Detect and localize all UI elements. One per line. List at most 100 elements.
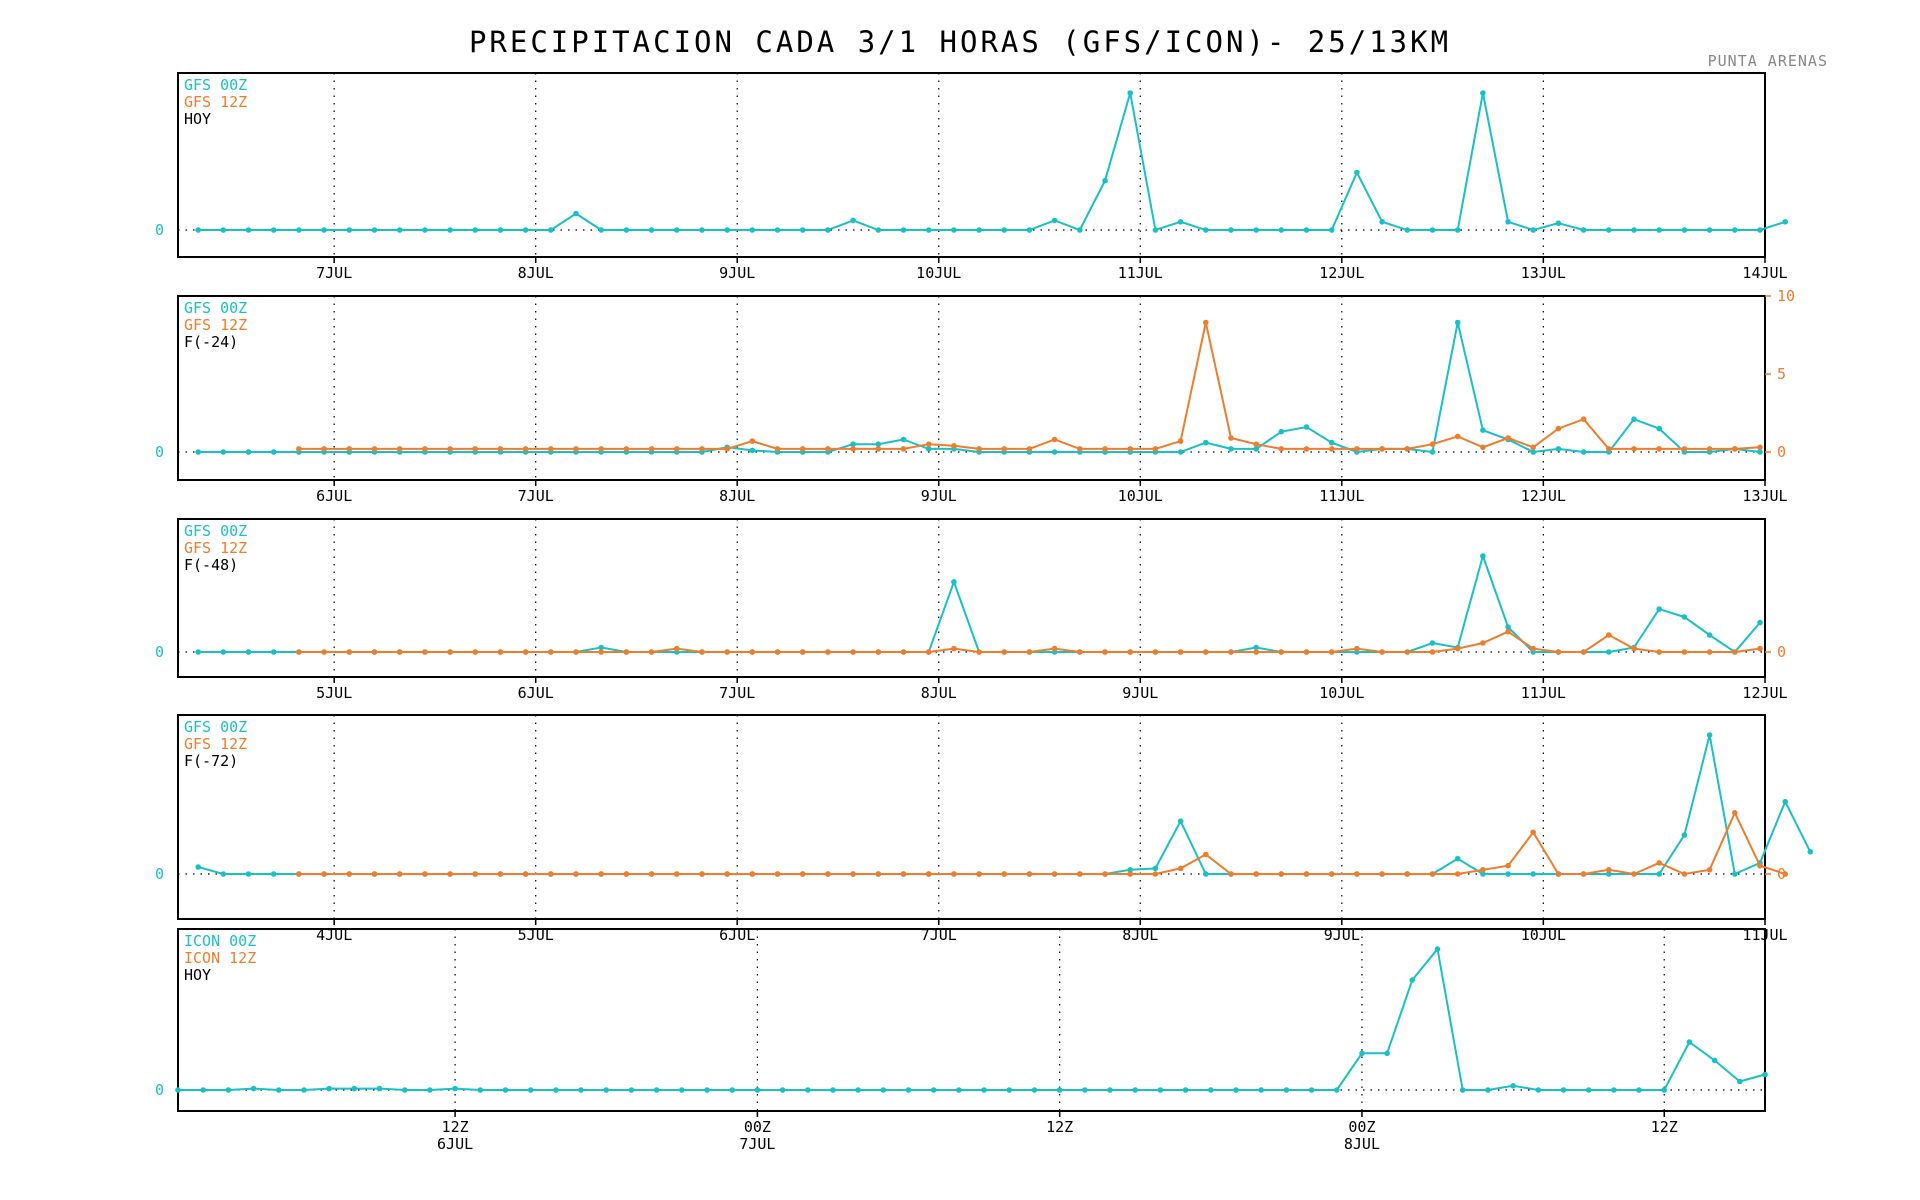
data-point	[1454, 871, 1461, 877]
data-point	[1303, 424, 1310, 430]
data-point	[1454, 855, 1461, 862]
data-point	[1056, 1087, 1063, 1093]
data-point	[1631, 227, 1637, 233]
data-point	[321, 649, 327, 655]
data-point	[1631, 446, 1637, 452]
data-point	[1656, 649, 1662, 655]
data-point	[301, 1087, 307, 1093]
data-point	[447, 649, 453, 655]
x-tick-label: 8JUL	[518, 264, 554, 282]
data-point	[1127, 867, 1133, 873]
data-point	[779, 1087, 786, 1093]
data-point	[1182, 1087, 1189, 1093]
data-point	[598, 871, 604, 877]
data-point	[346, 227, 353, 233]
data-point	[1278, 446, 1285, 452]
data-point	[472, 649, 479, 655]
data-point	[951, 227, 957, 233]
data-point	[472, 871, 479, 877]
data-point	[623, 227, 630, 233]
legend-entry: GFS 00Z	[184, 718, 247, 736]
data-point	[925, 649, 932, 655]
y-tick-label-right: 5	[1777, 365, 1786, 383]
data-point	[296, 227, 302, 233]
data-point	[245, 649, 252, 655]
data-point	[1681, 227, 1688, 233]
data-point	[598, 227, 604, 233]
x-tick-label: 5JUL	[518, 926, 554, 944]
y-tick-label-right: 10	[1777, 287, 1795, 305]
data-point	[1434, 946, 1441, 952]
data-point	[220, 227, 227, 233]
data-point	[830, 1087, 836, 1093]
data-point	[623, 649, 630, 655]
x-tick-label: 12JUL	[1521, 487, 1566, 505]
data-point	[321, 227, 327, 233]
data-point	[825, 446, 831, 452]
data-point	[396, 446, 403, 452]
data-point	[200, 1087, 206, 1093]
data-point	[1253, 446, 1259, 452]
data-point	[1480, 553, 1486, 559]
y-tick-label-left: 0	[155, 1081, 164, 1099]
series-line-a	[178, 946, 1766, 1091]
y-tick-label-left: 0	[155, 865, 164, 883]
data-point	[905, 1087, 912, 1093]
data-point	[976, 446, 982, 452]
data-point	[674, 871, 680, 877]
data-point	[699, 871, 705, 877]
data-point	[1253, 644, 1259, 651]
data-point	[376, 1085, 383, 1092]
data-point	[1283, 1087, 1290, 1093]
x-tick-label-date: 6JUL	[437, 1135, 473, 1153]
data-point	[245, 871, 252, 877]
data-point	[573, 649, 579, 655]
data-point	[1001, 446, 1007, 452]
data-point	[1429, 449, 1436, 455]
data-point	[573, 210, 579, 217]
x-tick-label: 9JUL	[921, 487, 957, 505]
data-point	[1354, 169, 1360, 176]
data-point	[346, 649, 353, 655]
data-point	[598, 446, 604, 452]
data-point	[1102, 177, 1108, 184]
x-tick-label: 14JUL	[1742, 264, 1787, 282]
data-point	[1555, 220, 1562, 226]
data-point	[1152, 865, 1159, 872]
data-point	[1328, 871, 1335, 877]
data-point	[1429, 649, 1436, 655]
data-point	[1656, 871, 1662, 877]
chart-panel-2: 6JUL 7JUL 8JUL 9JUL 10JUL 11JUL 12JUL 13JUL 0 0 5 1…	[155, 287, 1795, 505]
data-point	[1177, 649, 1184, 655]
x-tick-label: 00Z	[744, 1118, 771, 1136]
data-point	[1656, 425, 1662, 432]
data-point	[1505, 624, 1511, 630]
data-point	[1026, 227, 1033, 233]
data-point	[1480, 90, 1486, 96]
x-tick-label: 9JUL	[1324, 926, 1360, 944]
x-tick-label: 12Z	[442, 1118, 469, 1136]
data-point	[648, 649, 655, 655]
data-point	[477, 1087, 484, 1093]
data-point	[396, 227, 403, 233]
x-tick-label: 10JUL	[1521, 926, 1566, 944]
data-point	[548, 446, 554, 452]
data-point	[1585, 1087, 1592, 1093]
data-point	[1077, 871, 1083, 877]
data-point	[245, 449, 252, 455]
data-point	[1454, 319, 1461, 326]
data-point	[598, 649, 604, 655]
data-point	[1429, 640, 1436, 646]
data-point	[296, 446, 302, 452]
data-point	[1409, 977, 1416, 983]
data-point	[900, 871, 907, 877]
data-point	[1328, 649, 1335, 655]
data-point	[1177, 818, 1184, 824]
data-point	[1505, 219, 1511, 225]
data-point	[981, 1087, 987, 1093]
data-point	[1530, 227, 1536, 233]
data-point	[1454, 645, 1461, 652]
data-point	[805, 1087, 811, 1093]
data-point	[195, 864, 201, 870]
